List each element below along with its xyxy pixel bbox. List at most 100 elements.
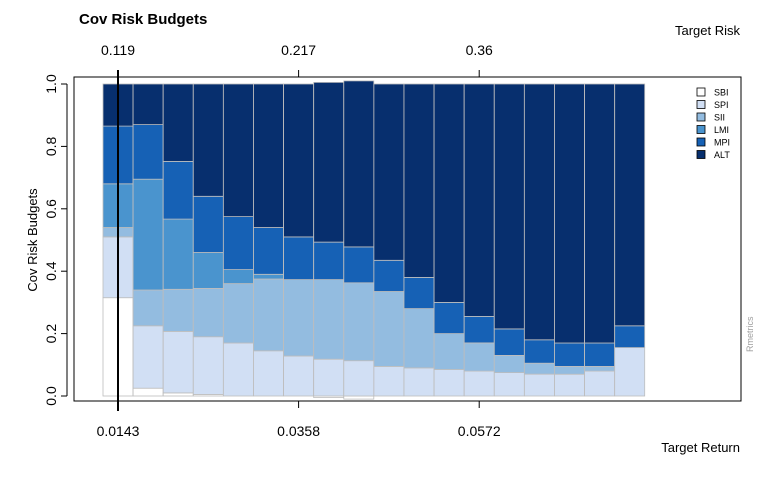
bottom-axis: 0.0143 0.0358 0.0572 <box>97 400 501 439</box>
bar-segment-lmi-2 <box>132 178 164 291</box>
legend-swatch-lmi <box>696 125 706 134</box>
bar-segment-sii-13 <box>463 342 495 372</box>
bar-segment-sii-9 <box>343 282 375 362</box>
bar-segment-alt-6 <box>253 83 284 228</box>
bar-segment-spi-16 <box>554 373 585 397</box>
y-tick-label: 0.2 <box>43 324 59 344</box>
bar-segment-lmi-6 <box>253 273 284 280</box>
bar-segment-sii-12 <box>433 333 465 370</box>
bar-segment-mpi-3 <box>162 160 194 220</box>
bar-segment-mpi-14 <box>493 328 525 356</box>
bar-segment-spi-9 <box>343 360 375 397</box>
legend-swatch-sbi <box>696 87 706 97</box>
bar-segment-sii-14 <box>493 354 525 373</box>
bar-segment-sii-11 <box>403 308 435 369</box>
bar-segment-alt-18 <box>614 83 646 327</box>
legend-label-mpi: MPI <box>714 138 730 148</box>
y-axis: 0.0 0.2 0.4 0.6 0.8 1.0 <box>43 74 68 406</box>
bar-segment-mpi-15 <box>524 339 555 364</box>
bar-segment-mpi-18 <box>614 325 646 348</box>
bar-segment-sii-15 <box>524 362 555 375</box>
bar-segment-sii-17 <box>584 365 615 372</box>
plot-border <box>73 76 742 402</box>
legend-label-lmi: LMI <box>714 125 729 135</box>
legend-swatch-spi <box>696 100 706 109</box>
y-tick-label: 0.8 <box>43 136 59 156</box>
bar-segment-alt-14 <box>493 83 525 330</box>
bar-segment-mpi-11 <box>403 276 435 309</box>
bar-segment-spi-17 <box>584 370 615 397</box>
bar-segment-spi-10 <box>373 365 405 397</box>
bar-segment-spi-5 <box>222 342 254 397</box>
bar-segment-mpi-12 <box>433 301 465 334</box>
bar-segment-alt-17 <box>584 83 615 344</box>
bar-segment-mpi-2 <box>132 124 164 180</box>
bar-segment-spi-2 <box>132 325 164 389</box>
bar-segment-alt-5 <box>222 83 254 218</box>
bar-segment-alt-16 <box>554 83 585 344</box>
bar-segment-spi-13 <box>463 370 495 397</box>
bar-segment-spi-7 <box>283 355 315 397</box>
bar-segment-sii-2 <box>132 289 164 327</box>
bar-segment-mpi-16 <box>554 342 585 367</box>
bar-segment-spi-14 <box>493 372 525 397</box>
legend-label-sii: SII <box>714 113 725 123</box>
bar-segment-sii-16 <box>554 365 585 375</box>
legend-label-spi: SPI <box>714 100 729 110</box>
bar-segment-lmi-4 <box>192 252 224 289</box>
bar-segment-spi-15 <box>524 373 555 397</box>
top-axis-title: Target Risk <box>674 23 740 38</box>
bar-segment-sbi-2 <box>132 387 164 397</box>
legend-label-sbi: SBI <box>714 88 729 98</box>
legend-swatch-mpi <box>696 137 706 147</box>
bar-segment-alt-9 <box>343 80 375 248</box>
legend-swatch-sii <box>696 112 706 122</box>
bottom-axis-title: Target Return <box>661 440 740 455</box>
bottom-tick-label: 0.0572 <box>458 423 501 439</box>
bar-segment-alt-2 <box>132 83 164 125</box>
bar-segment-alt-15 <box>524 83 555 341</box>
bar-segment-mpi-7 <box>283 236 315 280</box>
bar-segment-lmi-3 <box>162 218 194 290</box>
legend: SBI SPI SII LMI MPI ALT <box>696 87 730 160</box>
legend-label-alt: ALT <box>714 150 730 160</box>
bar-segment-mpi-4 <box>192 195 224 253</box>
top-tick-label: 0.36 <box>466 42 493 58</box>
bar-segment-mpi-6 <box>253 227 284 275</box>
bar-segment-alt-10 <box>373 83 405 261</box>
bar-segment-spi-8 <box>313 358 345 397</box>
bar-segment-alt-8 <box>313 82 345 243</box>
y-tick-label: 0.6 <box>43 199 59 219</box>
chart-title: Cov Risk Budgets <box>79 11 208 28</box>
bar-segment-sii-3 <box>162 288 194 332</box>
bar-segment-spi-6 <box>253 350 284 397</box>
bottom-tick-label: 0.0143 <box>97 423 140 439</box>
bar-segment-sbi-3 <box>162 392 194 397</box>
legend-swatch-alt <box>696 150 706 159</box>
bar-segment-sii-6 <box>253 278 284 352</box>
bar-segment-spi-18 <box>614 347 646 397</box>
top-axis: 0.119 0.217 0.36 <box>101 42 493 78</box>
bar-segment-sii-10 <box>373 291 405 367</box>
bar-segment-mpi-13 <box>463 315 495 344</box>
bar-segment-mpi-8 <box>313 241 345 280</box>
bar-segment-alt-11 <box>403 83 435 278</box>
bar-segment-sii-5 <box>222 283 254 344</box>
bar-segment-sii-7 <box>283 279 315 357</box>
bar-segment-alt-7 <box>283 83 315 238</box>
y-tick-label: 0.0 <box>43 386 59 406</box>
bottom-tick-label: 0.0358 <box>277 423 320 439</box>
bar-segment-alt-3 <box>162 83 194 162</box>
top-tick-label: 0.119 <box>101 42 135 58</box>
y-tick-label: 1.0 <box>43 74 59 94</box>
bar-segment-lmi-5 <box>222 269 254 285</box>
bar-segment-alt-13 <box>463 83 495 317</box>
bar-segment-spi-4 <box>192 336 224 395</box>
bar-segment-mpi-5 <box>222 216 254 271</box>
bar-segment-sii-4 <box>192 287 224 338</box>
bar-segment-spi-12 <box>433 369 465 397</box>
bar-segment-spi-3 <box>162 330 194 394</box>
bar-segment-sii-8 <box>313 279 345 360</box>
bar-segment-mpi-17 <box>584 342 615 367</box>
